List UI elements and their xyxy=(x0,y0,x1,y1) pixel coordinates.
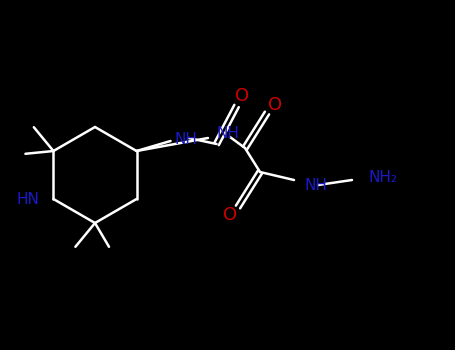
Text: HN: HN xyxy=(16,193,40,208)
Text: NH: NH xyxy=(216,126,239,141)
Text: NH: NH xyxy=(175,132,197,147)
Text: NH: NH xyxy=(305,177,328,192)
Text: NH₂: NH₂ xyxy=(368,169,397,184)
Text: O: O xyxy=(234,87,248,105)
Text: O: O xyxy=(223,206,237,224)
Text: O: O xyxy=(268,96,282,114)
